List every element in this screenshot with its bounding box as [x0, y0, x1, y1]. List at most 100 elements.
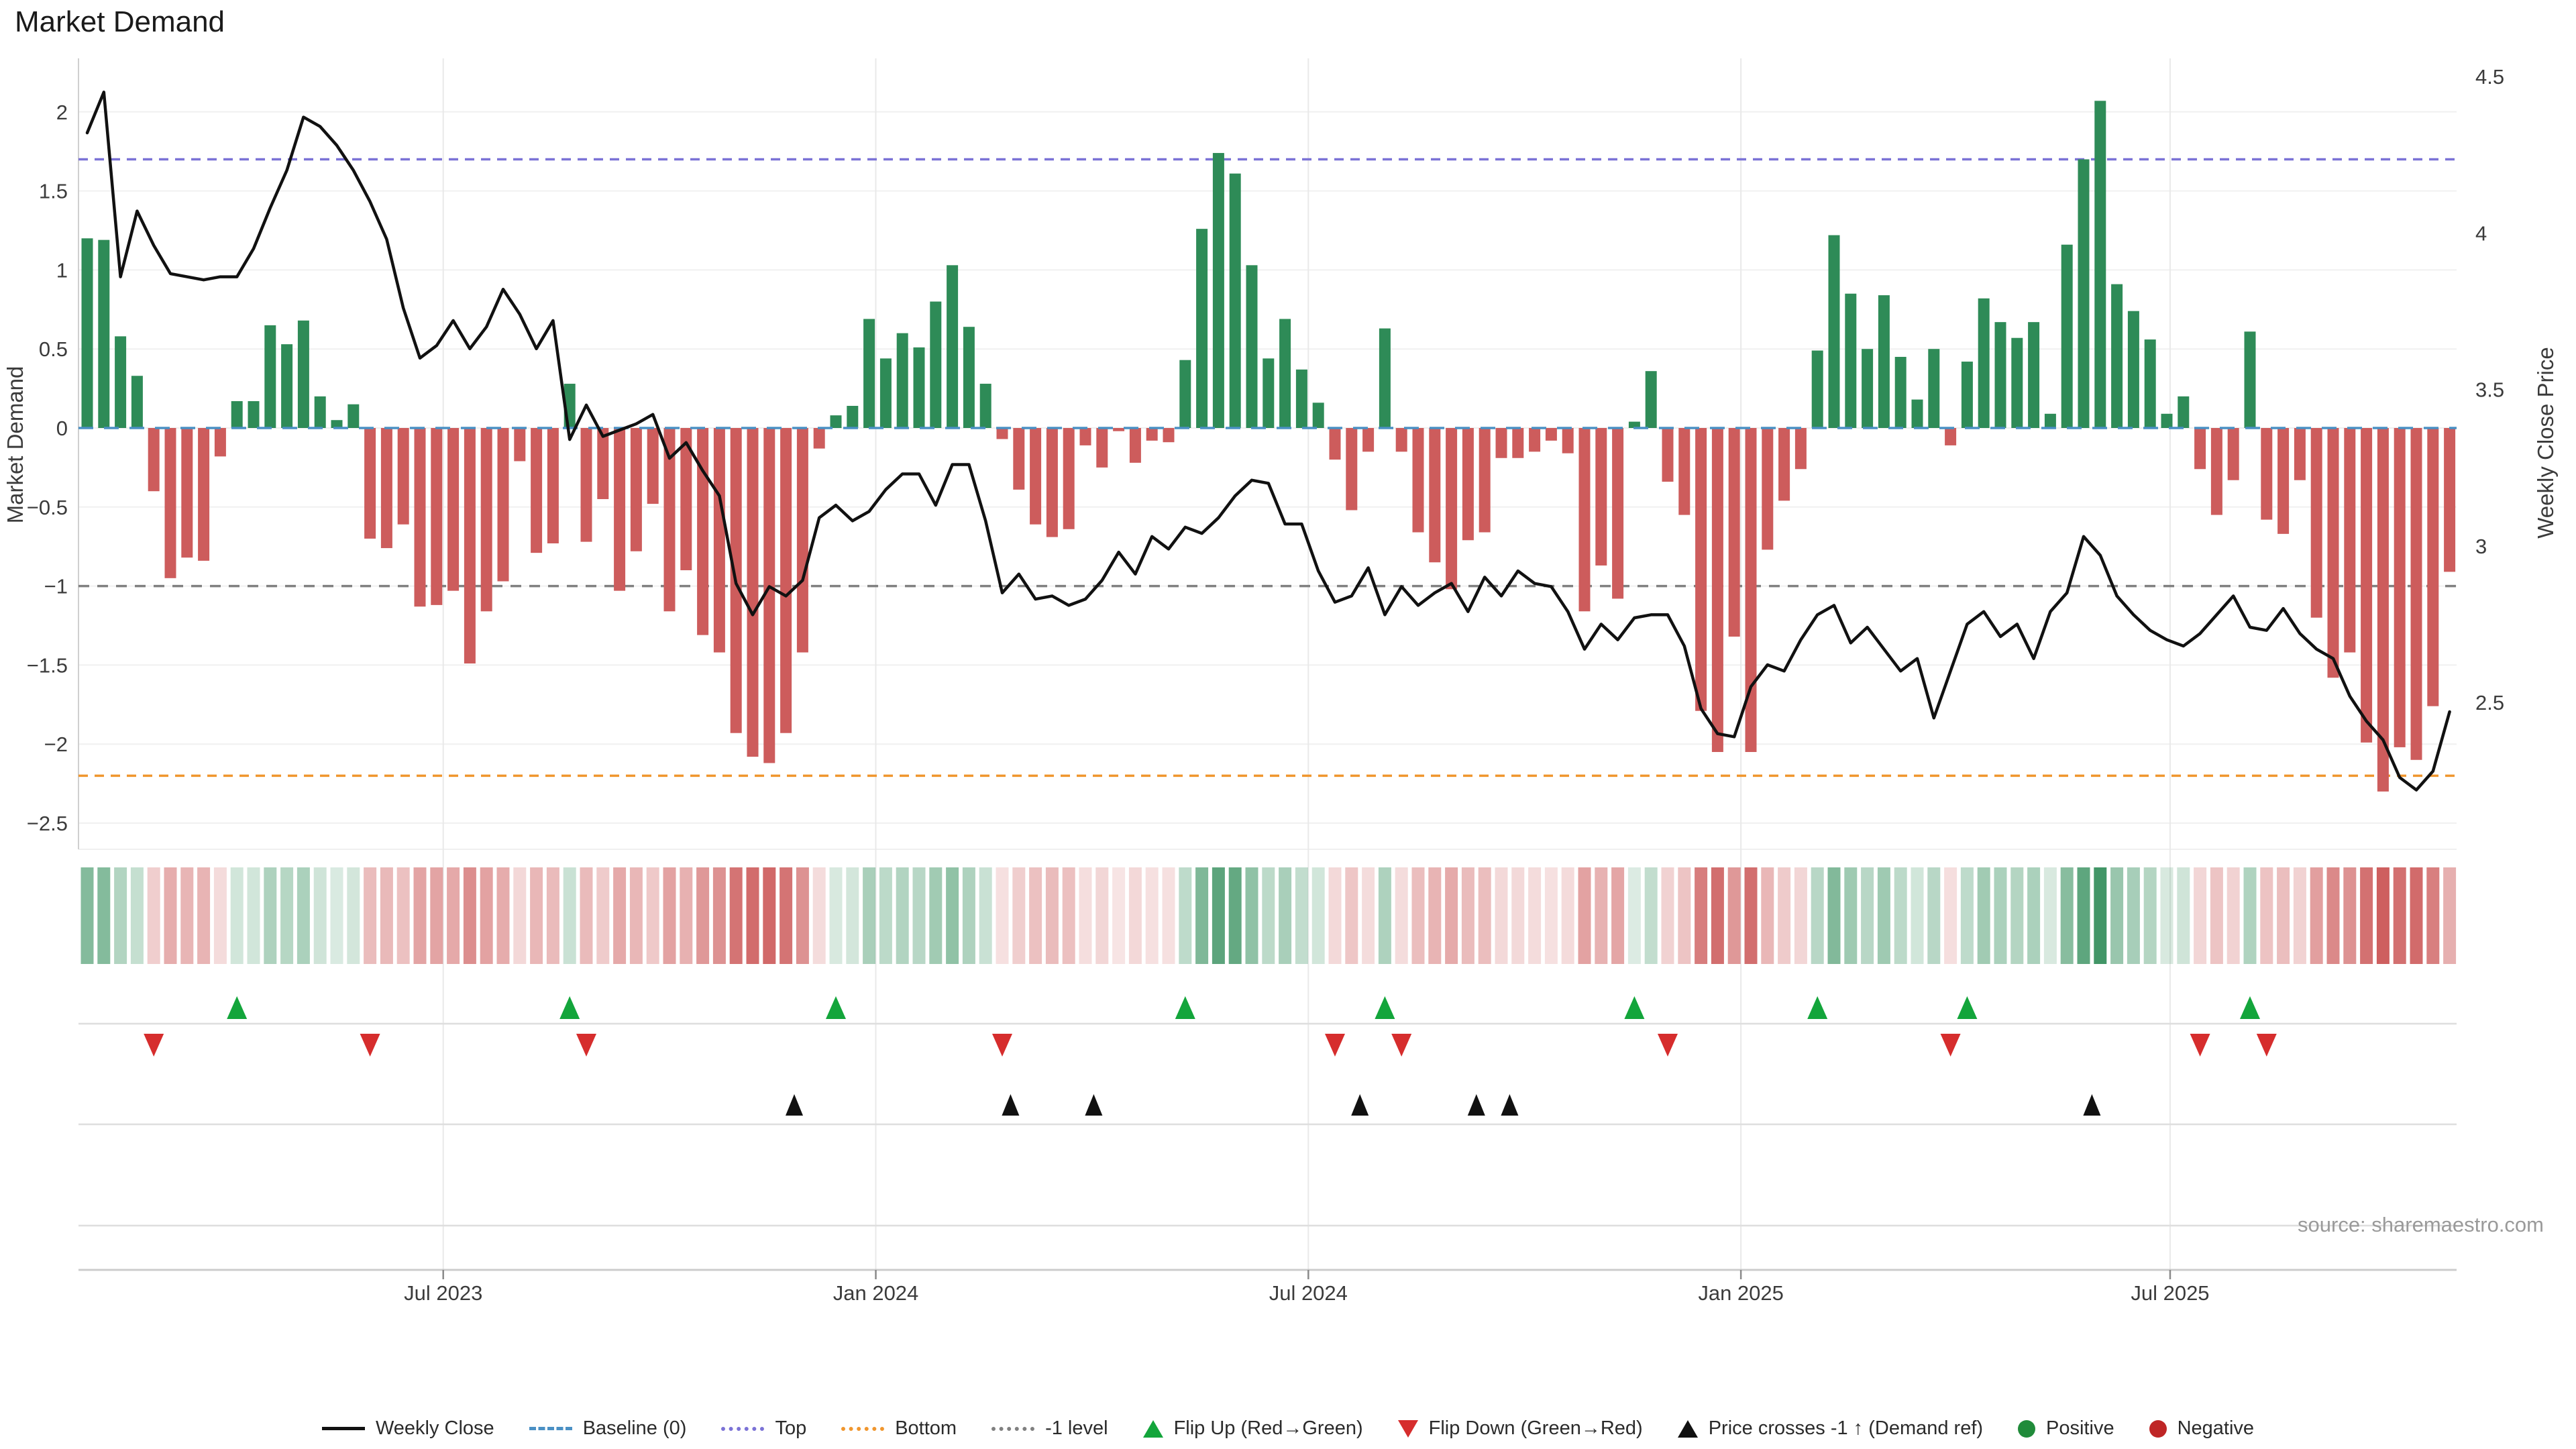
demand-bar-positive — [1878, 295, 1890, 428]
heatmap-cell — [796, 867, 809, 964]
heatmap-cell — [663, 867, 676, 964]
demand-bar-negative — [514, 428, 526, 462]
demand-bar-negative — [1046, 428, 1058, 537]
heatmap-cell — [2194, 867, 2207, 964]
demand-bar-negative — [1945, 428, 1957, 445]
heatmap-cell — [780, 867, 793, 964]
demand-bar-positive — [1212, 153, 1224, 428]
demand-bar-positive — [1628, 421, 1640, 428]
demand-bar-positive — [1978, 298, 1990, 428]
heatmap-cell — [1428, 867, 1442, 964]
demand-bar-negative — [2327, 428, 2339, 678]
legend-dotted-line-icon — [721, 1426, 765, 1431]
heatmap-cell — [996, 867, 1009, 964]
heatmap-cell — [1029, 867, 1042, 964]
flip-up-marker — [1957, 996, 1978, 1019]
demand-bar-negative — [1030, 428, 1042, 525]
heatmap-cell — [1727, 867, 1741, 964]
heatmap-cell — [2310, 867, 2323, 964]
heatmap-cell — [1977, 867, 1990, 964]
heatmap-cell — [1844, 867, 1858, 964]
heatmap-cell — [1162, 867, 1175, 964]
heatmap-cell — [812, 867, 826, 964]
heatmap-cell — [2043, 867, 2057, 964]
demand-bar-negative — [713, 428, 725, 653]
heatmap-cell — [729, 867, 743, 964]
heatmap-cell — [1461, 867, 1474, 964]
demand-bar-positive — [1246, 265, 1258, 428]
demand-bar-positive — [314, 396, 326, 428]
demand-bar-positive — [830, 415, 842, 428]
demand-bar-positive — [2161, 413, 2173, 428]
legend-item-label: Top — [775, 1417, 807, 1439]
demand-bar-negative — [1562, 428, 1574, 453]
heatmap-cell — [646, 867, 659, 964]
page-title: Market Demand — [15, 5, 225, 38]
heatmap-cell — [712, 867, 726, 964]
demand-bar-negative — [663, 428, 676, 612]
demand-bar-negative — [1096, 428, 1108, 468]
demand-bar-negative — [181, 428, 193, 558]
demand-bar-negative — [2361, 428, 2373, 743]
heatmap-cell — [1179, 867, 1192, 964]
demand-bar-positive — [1295, 369, 1307, 428]
heatmap-cell — [1395, 867, 1408, 964]
heatmap-cell — [180, 867, 194, 964]
heatmap-cell — [1578, 867, 1591, 964]
demand-bar-negative — [497, 428, 509, 582]
heatmap-cell — [846, 867, 859, 964]
demand-bar-negative — [1346, 428, 1358, 511]
price-cross-marker — [1002, 1094, 1020, 1116]
demand-bar-negative — [614, 428, 626, 591]
demand-bar-negative — [1578, 428, 1591, 612]
legend-triangle-down-icon — [1397, 1419, 1418, 1438]
demand-bar-negative — [214, 428, 226, 457]
heatmap-cell — [1228, 867, 1242, 964]
heatmap-cell — [1495, 867, 1508, 964]
heatmap-cell — [280, 867, 294, 964]
demand-bar-positive — [1279, 319, 1291, 428]
heatmap-cell — [1511, 867, 1525, 964]
heatmap-cell — [1478, 867, 1491, 964]
demand-bar-positive — [896, 333, 908, 428]
left-y-tick-label: 0.5 — [39, 337, 68, 361]
legend-dashed-line-icon — [529, 1427, 572, 1430]
flip-down-marker — [1391, 1034, 1412, 1057]
heatmap-cell — [1994, 867, 2007, 964]
legend-item-label: Negative — [2177, 1417, 2255, 1439]
heatmap-cell — [1195, 867, 1209, 964]
right-y-tick-label: 4 — [2475, 221, 2487, 245]
demand-bar-positive — [264, 325, 276, 428]
demand-bar-positive — [1862, 349, 1874, 428]
heatmap-cell — [1811, 867, 1824, 964]
heatmap-cell — [2293, 867, 2306, 964]
legend-item: Top — [721, 1417, 806, 1440]
chart-legend: Weekly Close Baseline (0) Top Bottom -1 leve… — [0, 1417, 2576, 1440]
heatmap-cell — [130, 867, 144, 964]
heatmap-cell — [1894, 867, 1907, 964]
demand-bar-positive — [2028, 322, 2040, 428]
demand-bar-positive — [248, 400, 260, 428]
demand-bar-negative — [2277, 428, 2290, 534]
legend-item: Bottom — [841, 1417, 957, 1440]
heatmap-cell — [197, 867, 211, 964]
flip-up-marker — [559, 996, 580, 1019]
demand-bar-positive — [847, 406, 859, 428]
demand-bar-negative — [1013, 428, 1025, 490]
demand-bar-negative — [2394, 428, 2406, 747]
demand-bar-positive — [2044, 413, 2056, 428]
flip-up-marker — [1624, 996, 1645, 1019]
demand-bar-positive — [131, 376, 143, 428]
demand-bar-negative — [1612, 428, 1624, 599]
heatmap-cell — [2143, 867, 2157, 964]
legend-item-label: Flip Up (Red→Green) — [1173, 1417, 1363, 1439]
demand-bar-negative — [1063, 428, 1075, 529]
left-y-tick-label: 1 — [56, 258, 68, 282]
heatmap-cell — [746, 867, 759, 964]
heatmap-cell — [1262, 867, 1275, 964]
legend-dotted-line-icon — [841, 1426, 885, 1431]
legend-line-icon — [321, 1427, 365, 1430]
heatmap-cell — [1095, 867, 1109, 964]
flip-up-marker — [1375, 996, 1395, 1019]
